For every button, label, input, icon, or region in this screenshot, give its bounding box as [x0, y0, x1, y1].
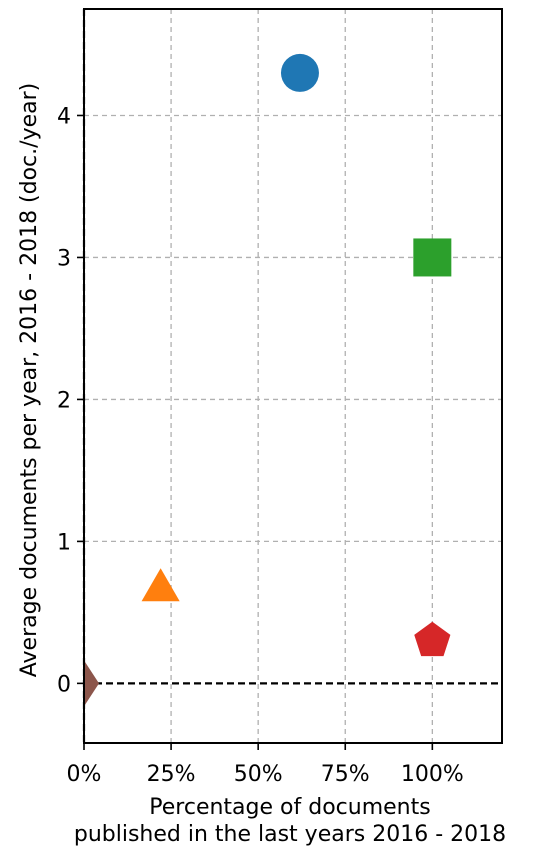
y-axis-title: Average documents per year, 2016 - 2018 … — [17, 83, 42, 677]
y-tick-label: 1 — [57, 530, 71, 555]
x-axis-title-line: published in the last years 2016 - 2018 — [74, 822, 506, 847]
x-tick-label: 0% — [67, 762, 102, 787]
data-point-circle — [280, 53, 319, 92]
data-point-pentagon — [414, 621, 451, 657]
x-tick-label: 100% — [401, 762, 464, 787]
x-tick-label: 50% — [234, 762, 283, 787]
x-tick-label: 25% — [147, 762, 196, 787]
y-tick-label: 3 — [57, 246, 71, 271]
x-tick-label: 75% — [321, 762, 370, 787]
data-points — [84, 53, 452, 707]
y-tick-label: 4 — [57, 104, 71, 129]
data-point-diamond — [84, 660, 99, 707]
grid-lines — [84, 9, 502, 743]
axis-ticks — [77, 114, 434, 750]
data-point-triangle — [141, 568, 180, 602]
plot-frame — [83, 8, 503, 744]
data-point-square — [413, 238, 452, 277]
x-axis-title-line: Percentage of documents — [149, 795, 430, 820]
y-tick-label: 2 — [57, 388, 71, 413]
y-tick-label: 0 — [57, 672, 71, 697]
tick-labels: 0% 25% 50% 75% 100% 0 1 2 3 4 — [57, 104, 464, 787]
